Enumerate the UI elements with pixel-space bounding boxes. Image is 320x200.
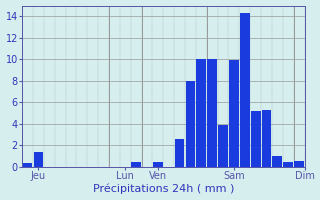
Bar (283, 162, 293, 167)
Bar (240, 13, 250, 167)
Bar (262, 110, 271, 167)
Bar (207, 59, 217, 167)
Bar (196, 59, 206, 167)
Bar (272, 156, 282, 167)
Bar (34, 152, 43, 167)
Bar (186, 81, 195, 167)
Bar (23, 163, 32, 167)
Bar (131, 162, 141, 167)
Bar (294, 161, 304, 167)
Bar (175, 139, 185, 167)
Bar (153, 162, 163, 167)
Bar (251, 111, 260, 167)
Bar (229, 60, 239, 167)
X-axis label: Précipitations 24h ( mm ): Précipitations 24h ( mm ) (92, 184, 234, 194)
Bar (218, 125, 228, 167)
